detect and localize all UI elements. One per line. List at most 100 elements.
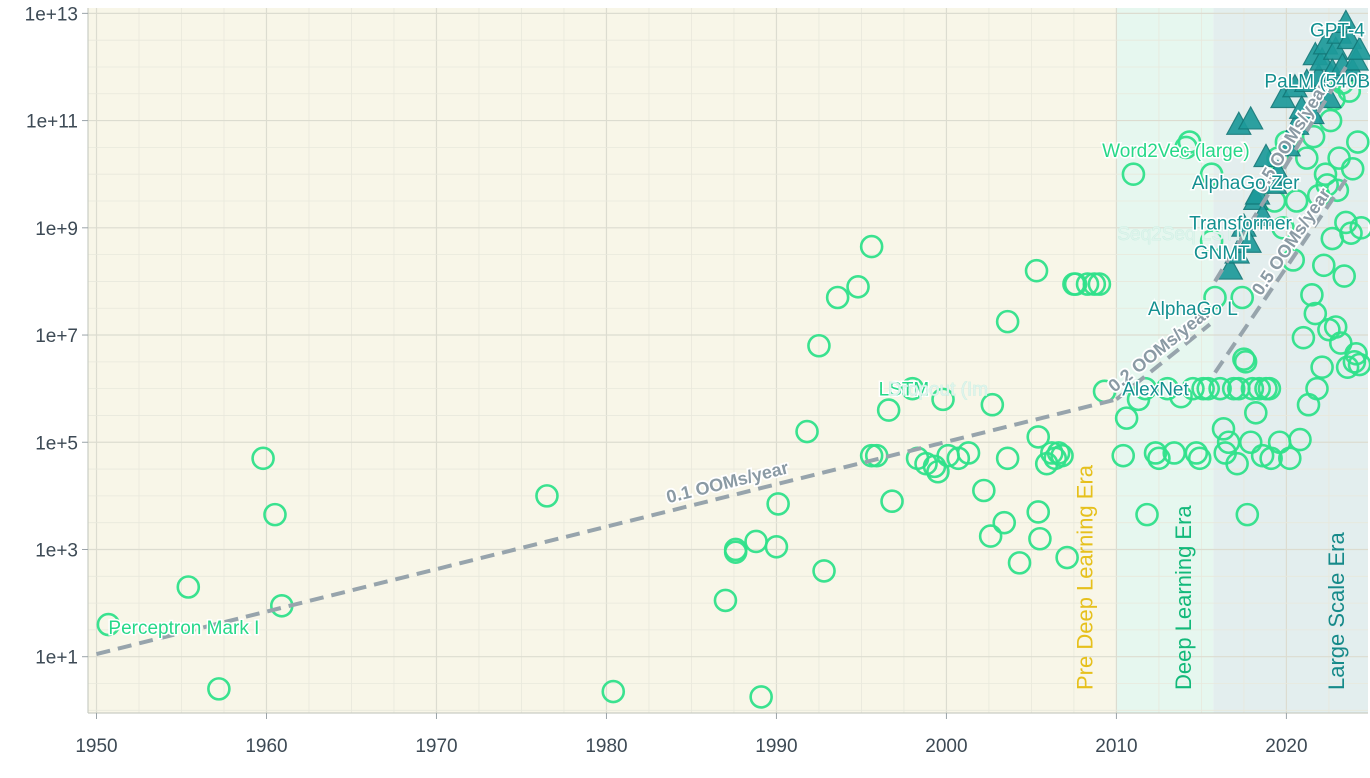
data-point-circle bbox=[812, 559, 836, 583]
era-label-1: Deep Learning Era bbox=[1171, 505, 1196, 690]
x-tick-label: 1990 bbox=[755, 736, 797, 757]
data-point-circle bbox=[1295, 146, 1319, 170]
data-point-circle bbox=[263, 502, 287, 527]
data-point-circle bbox=[749, 685, 773, 709]
data-point-circle bbox=[207, 677, 231, 701]
data-point-circle bbox=[1303, 301, 1328, 326]
data-point-circle bbox=[1323, 315, 1348, 339]
data-point-circle bbox=[1199, 229, 1224, 254]
data-point-circle bbox=[1284, 189, 1309, 213]
data-point-circle bbox=[876, 398, 901, 422]
data-point-circle bbox=[1232, 347, 1256, 371]
data-point-circle bbox=[1028, 526, 1052, 551]
x-tick-label: 2000 bbox=[925, 736, 967, 757]
data-point-circle bbox=[1147, 446, 1171, 471]
x-tick-label: 1980 bbox=[585, 736, 627, 757]
era-band-0 bbox=[88, 8, 1117, 713]
data-point-circle bbox=[1291, 325, 1316, 350]
data-point-circle bbox=[880, 489, 904, 514]
data-point-circle bbox=[1177, 130, 1202, 154]
data-point-circle bbox=[1238, 430, 1263, 455]
data-point-circle bbox=[766, 492, 790, 516]
data-point-circle bbox=[1155, 376, 1180, 401]
era-label-2: Large Scale Era bbox=[1324, 531, 1349, 690]
data-point-triangle bbox=[1237, 105, 1264, 130]
data-point-circle bbox=[1247, 376, 1272, 401]
data-point-circle bbox=[1305, 376, 1329, 401]
data-point-circle bbox=[1196, 376, 1221, 401]
data-point-triangle bbox=[1275, 132, 1302, 157]
annotation-label: LSTM bbox=[879, 380, 930, 401]
y-tick-label: 1e+9 bbox=[35, 219, 78, 240]
data-point-circle bbox=[1335, 355, 1360, 380]
annotation-label: Word2Vec (large) bbox=[1102, 141, 1250, 162]
data-point-circle bbox=[1169, 384, 1193, 409]
data-point-circle bbox=[859, 234, 884, 259]
annotation-label: GNMT bbox=[1194, 243, 1250, 264]
annotation-label: Dropout (Im bbox=[888, 380, 988, 401]
data-point-circle bbox=[795, 419, 819, 444]
data-point-circle bbox=[1288, 427, 1312, 452]
y-tick-label: 1e+13 bbox=[25, 4, 78, 25]
triangle-points bbox=[1217, 9, 1370, 280]
data-point-triangle bbox=[1264, 159, 1291, 184]
data-point-circle bbox=[1114, 406, 1139, 430]
data-point-circle bbox=[1310, 355, 1334, 380]
data-point-circle bbox=[1203, 285, 1227, 310]
data-point-circle bbox=[713, 588, 738, 613]
data-point-circle bbox=[995, 446, 1020, 471]
data-point-circle bbox=[1347, 352, 1370, 377]
x-tick-label: 2020 bbox=[1265, 736, 1307, 757]
data-point-circle bbox=[1026, 425, 1051, 449]
data-point-circle bbox=[900, 376, 925, 401]
data-point-circle bbox=[1300, 283, 1324, 307]
data-point-triangle bbox=[1346, 35, 1370, 60]
data-point-triangle bbox=[1217, 255, 1244, 280]
era-backgrounds bbox=[88, 8, 1368, 713]
data-point-circle bbox=[1174, 135, 1198, 160]
data-point-circle bbox=[96, 612, 121, 637]
data-point-circle bbox=[956, 441, 981, 465]
data-point-circle bbox=[1187, 446, 1212, 471]
data-point-circle bbox=[1063, 272, 1088, 296]
data-point-circle bbox=[1235, 502, 1260, 527]
annotation-label: Seq2Seq LSTM bbox=[1117, 224, 1251, 245]
data-point-circle bbox=[1346, 130, 1370, 154]
data-point-circle bbox=[1075, 272, 1100, 296]
x-tick-label: 1970 bbox=[415, 736, 457, 757]
annotation-label: AlexNet bbox=[1122, 380, 1189, 401]
data-point-circle bbox=[601, 679, 626, 704]
data-point-circle bbox=[1211, 417, 1236, 441]
data-point-circle bbox=[1111, 443, 1136, 468]
data-point-circle bbox=[1208, 376, 1232, 401]
y-tick-label: 1e+7 bbox=[35, 326, 78, 347]
axes: 1950 1960 1970 1980 1990 2000 2010 2020 1e+1 1e+3… bbox=[25, 4, 1368, 757]
era-band-1 bbox=[1116, 8, 1214, 713]
x-tick-label: 2010 bbox=[1095, 736, 1137, 757]
era-labels: Pre Deep Learning Era Deep Learning Era La… bbox=[1073, 464, 1350, 690]
data-point-circle bbox=[1313, 162, 1338, 186]
annotation-label: PaLM (540B) bbox=[1264, 71, 1370, 92]
data-point-circle bbox=[1135, 502, 1159, 527]
data-point-circle bbox=[1233, 350, 1258, 374]
data-point-circle bbox=[995, 309, 1020, 334]
data-point-circle bbox=[1046, 441, 1071, 465]
data-point-circle bbox=[1055, 545, 1079, 570]
data-point-triangle bbox=[1252, 143, 1280, 168]
data-point-circle bbox=[1312, 253, 1336, 278]
data-point-circle bbox=[1184, 441, 1209, 465]
data-point-circle bbox=[1026, 500, 1051, 524]
annotation-label: AlphaGo L bbox=[1148, 299, 1238, 320]
data-point-circle bbox=[1349, 216, 1370, 240]
data-point-circle bbox=[1340, 157, 1365, 181]
data-point-circle bbox=[1332, 264, 1357, 288]
data-point-circle bbox=[1240, 376, 1265, 401]
data-point-circle bbox=[1244, 400, 1268, 425]
data-point-circle bbox=[1301, 124, 1326, 149]
y-tick-label: 1e+5 bbox=[35, 433, 78, 454]
data-point-triangle bbox=[1235, 229, 1263, 253]
data-point-circle bbox=[251, 446, 275, 471]
data-point-circle bbox=[1087, 272, 1112, 296]
data-point-circle bbox=[764, 535, 789, 559]
data-point-circle bbox=[931, 387, 955, 412]
